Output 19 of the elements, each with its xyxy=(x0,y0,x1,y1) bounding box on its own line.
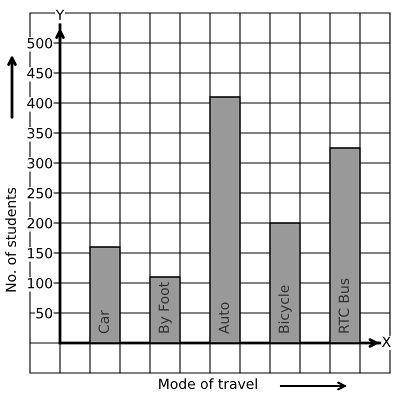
x-axis-title: Mode of travel xyxy=(159,378,257,390)
y-tick-label: 200 xyxy=(28,218,52,228)
x-tick-label: Car xyxy=(98,310,110,334)
annotation: X xyxy=(382,336,391,347)
y-tick-label: 50 xyxy=(36,308,52,318)
y-tick-label: 400 xyxy=(27,98,52,108)
y-axis-title: No. of students xyxy=(5,188,16,292)
x-tick-label: Bicycle xyxy=(278,285,292,333)
y-tick-label: 350 xyxy=(28,128,52,138)
y-tick-label: 450 xyxy=(27,68,52,78)
x-tick-label: By Foot xyxy=(158,282,172,333)
x-tick-label: Auto xyxy=(218,302,230,334)
y-tick-label: 100 xyxy=(28,278,52,288)
x-tick-label: RTC Bus xyxy=(338,278,350,333)
y-tick-label: 300 xyxy=(28,158,52,168)
y-tick-label: 250 xyxy=(28,188,52,198)
y-tick-label: 150 xyxy=(28,248,52,258)
y-tick-label: 500 xyxy=(28,38,52,48)
annotation: Y xyxy=(56,10,64,20)
